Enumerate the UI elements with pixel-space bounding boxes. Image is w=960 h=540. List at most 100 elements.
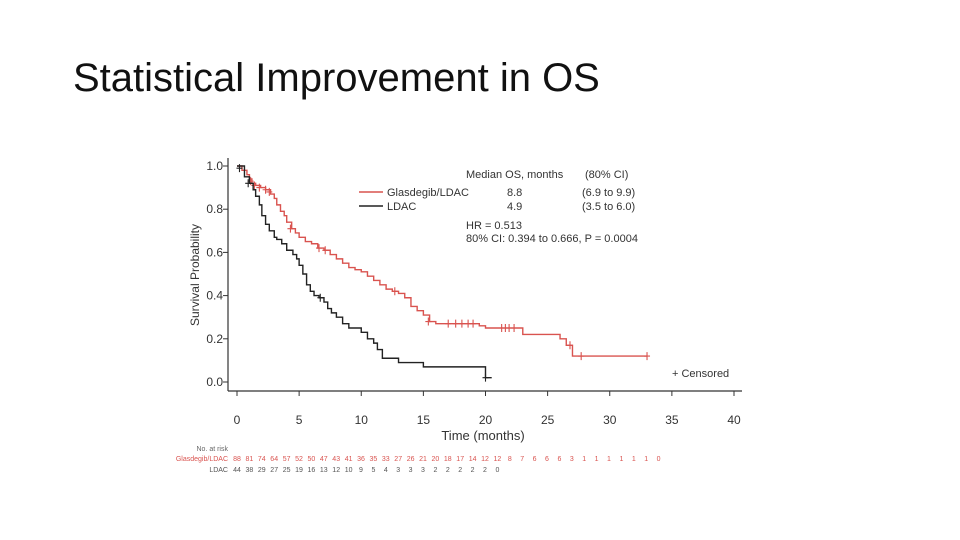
censor-mark [266, 187, 273, 196]
y-tick-label: 0.4 [206, 289, 223, 303]
at-risk-value: 8 [508, 456, 512, 463]
censor-mark [566, 341, 573, 350]
at-risk-value: 1 [632, 456, 636, 463]
at-risk-value: 16 [308, 467, 316, 474]
at-risk-value: 12 [494, 456, 502, 463]
censor-mark [578, 352, 585, 361]
censor-mark [256, 183, 263, 192]
x-tick-label: 20 [479, 413, 493, 427]
censor-mark [316, 244, 323, 253]
censor-mark [482, 373, 489, 382]
censor-mark [644, 352, 651, 361]
km-curve-ldac [237, 165, 492, 379]
at-risk-value: 12 [332, 467, 340, 474]
at-risk-value: 17 [456, 456, 464, 463]
censor-mark [445, 319, 452, 328]
legend-header-title: Median OS, months [466, 169, 564, 181]
at-risk-value: 38 [246, 467, 254, 474]
at-risk-value: 33 [382, 456, 390, 463]
at-risk-value: 18 [444, 456, 452, 463]
at-risk-value: 2 [446, 467, 450, 474]
at-risk-value: 0 [495, 467, 499, 474]
legend-median: 4.9 [507, 201, 522, 213]
at-risk-value: 4 [384, 467, 388, 474]
censored-legend: + Censored [672, 368, 729, 380]
at-risk-value: 1 [607, 456, 611, 463]
x-tick-label: 5 [296, 413, 303, 427]
at-risk-value: 6 [533, 456, 537, 463]
x-tick-label: 0 [234, 413, 241, 427]
at-risk-value: 5 [371, 467, 375, 474]
at-risk-value: 26 [407, 456, 415, 463]
at-risk-value: 2 [483, 467, 487, 474]
censor-mark [458, 319, 465, 328]
x-tick-label: 10 [355, 413, 369, 427]
at-risk-value: 41 [345, 456, 353, 463]
x-tick-label: 35 [665, 413, 679, 427]
at-risk-value: 1 [644, 456, 648, 463]
at-risk-value: 36 [357, 456, 365, 463]
at-risk-value: 0 [657, 456, 661, 463]
censor-mark [287, 224, 294, 233]
at-risk-value: 10 [345, 467, 353, 474]
censor-mark [251, 181, 258, 190]
at-risk-value: 3 [409, 467, 413, 474]
at-risk-value: 6 [545, 456, 549, 463]
hr-text: HR = 0.513 [466, 220, 522, 232]
at-risk-value: 52 [295, 456, 303, 463]
at-risk-value: 44 [233, 467, 241, 474]
censor-mark [452, 319, 459, 328]
at-risk-value: 2 [471, 467, 475, 474]
legend-name: LDAC [387, 201, 416, 213]
at-risk-value: 21 [419, 456, 427, 463]
y-tick-label: 0.2 [206, 332, 223, 346]
at-risk-value: 7 [520, 456, 524, 463]
at-risk-value: 64 [270, 456, 278, 463]
x-tick-label: 40 [727, 413, 741, 427]
at-risk-value: 27 [270, 467, 278, 474]
censor-mark [262, 185, 269, 194]
at-risk-value: 13 [320, 467, 328, 474]
censor-mark [317, 293, 324, 302]
x-tick-label: 15 [417, 413, 431, 427]
x-tick-label: 30 [603, 413, 617, 427]
at-risk-value: 14 [469, 456, 477, 463]
slide-title: Statistical Improvement in OS [73, 56, 600, 100]
legend-median: 8.8 [507, 187, 522, 199]
at-risk-value: 29 [258, 467, 266, 474]
at-risk-value: 12 [481, 456, 489, 463]
at-risk-value: 25 [283, 467, 291, 474]
at-risk-value: 57 [283, 456, 291, 463]
at-risk-value: 81 [246, 456, 254, 463]
at-risk-value: 9 [359, 467, 363, 474]
censor-mark [236, 164, 243, 173]
y-axis-label: Survival Probability [188, 224, 202, 326]
at-risk-value: 1 [582, 456, 586, 463]
at-risk-value: 1 [619, 456, 623, 463]
at-risk-label: Glasdegib/LDAC [176, 456, 228, 463]
y-tick-label: 0.8 [206, 202, 223, 216]
y-tick-label: 1.0 [206, 159, 223, 173]
x-tick-label: 25 [541, 413, 555, 427]
censor-mark [391, 287, 398, 296]
at-risk-value: 3 [396, 467, 400, 474]
at-risk-value: 20 [432, 456, 440, 463]
at-risk-value: 2 [458, 467, 462, 474]
at-risk-value: 35 [370, 456, 378, 463]
legend-ci: (3.5 to 6.0) [582, 201, 635, 213]
legend-ci: (6.9 to 9.9) [582, 187, 635, 199]
at-risk-value: 50 [308, 456, 316, 463]
at-risk-value: 43 [332, 456, 340, 463]
at-risk-value: 74 [258, 456, 266, 463]
y-tick-label: 0.0 [206, 375, 223, 389]
at-risk-value: 3 [421, 467, 425, 474]
censor-mark [245, 179, 252, 188]
censor-mark [425, 317, 432, 326]
at-risk-value: 27 [394, 456, 402, 463]
at-risk-title: No. at risk [196, 446, 228, 453]
at-risk-value: 3 [570, 456, 574, 463]
at-risk-value: 2 [433, 467, 437, 474]
censor-mark [470, 319, 477, 328]
at-risk-value: 1 [595, 456, 599, 463]
